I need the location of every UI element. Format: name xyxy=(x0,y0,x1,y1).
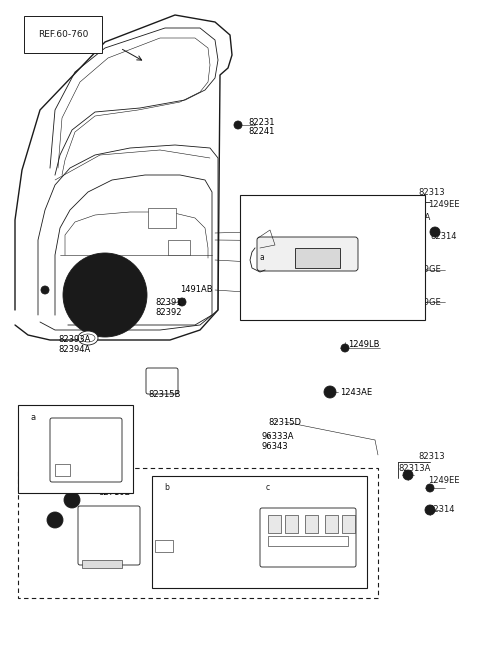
Circle shape xyxy=(260,480,276,496)
FancyBboxPatch shape xyxy=(50,418,122,482)
Circle shape xyxy=(324,386,336,398)
Circle shape xyxy=(64,492,80,508)
Text: 1243AE: 1243AE xyxy=(340,388,372,397)
Text: 82393A: 82393A xyxy=(58,335,90,344)
Text: 96333A: 96333A xyxy=(262,432,295,441)
Bar xyxy=(325,515,338,533)
Circle shape xyxy=(25,410,41,426)
Text: 82231: 82231 xyxy=(248,118,275,127)
Circle shape xyxy=(425,505,435,515)
Text: b: b xyxy=(53,516,58,525)
Text: 1249GE: 1249GE xyxy=(408,298,441,307)
Text: 82353A: 82353A xyxy=(330,255,362,264)
Circle shape xyxy=(60,430,76,446)
Text: 96343: 96343 xyxy=(262,442,288,451)
Text: 82313A: 82313A xyxy=(398,464,431,473)
Text: 82391: 82391 xyxy=(155,298,181,307)
Text: 93570B: 93570B xyxy=(285,488,317,497)
Text: 1491AB: 1491AB xyxy=(180,285,213,294)
Circle shape xyxy=(173,513,217,557)
Text: 82241: 82241 xyxy=(248,127,275,136)
Text: 82720B: 82720B xyxy=(330,244,362,253)
Bar xyxy=(285,515,298,533)
Bar xyxy=(268,536,348,546)
Circle shape xyxy=(234,121,242,129)
Text: a: a xyxy=(30,413,36,422)
Circle shape xyxy=(178,298,186,306)
Text: 1249EE: 1249EE xyxy=(428,476,459,485)
Text: 82318D: 82318D xyxy=(375,224,408,233)
Text: 1249EE: 1249EE xyxy=(428,200,459,209)
Text: 82710B: 82710B xyxy=(98,488,131,497)
Text: 82313: 82313 xyxy=(418,188,444,197)
Text: 1249GE: 1249GE xyxy=(408,265,441,274)
Text: (LH): (LH) xyxy=(42,470,60,479)
FancyBboxPatch shape xyxy=(260,508,356,567)
Circle shape xyxy=(63,253,147,337)
Text: 82301: 82301 xyxy=(248,195,275,204)
Circle shape xyxy=(159,480,175,496)
Text: 82313A: 82313A xyxy=(398,213,431,222)
Circle shape xyxy=(300,207,310,217)
Circle shape xyxy=(63,433,73,443)
Circle shape xyxy=(403,470,413,480)
Circle shape xyxy=(395,265,405,275)
Circle shape xyxy=(381,224,389,232)
Bar xyxy=(268,515,281,533)
Circle shape xyxy=(327,389,333,395)
Text: a: a xyxy=(260,253,264,262)
Circle shape xyxy=(47,512,63,528)
Text: 82363: 82363 xyxy=(330,264,357,273)
Bar xyxy=(82,560,122,568)
Text: 82394A: 82394A xyxy=(58,345,90,354)
Ellipse shape xyxy=(81,334,95,342)
Ellipse shape xyxy=(78,331,98,345)
Circle shape xyxy=(73,263,137,327)
Bar xyxy=(295,248,340,268)
Circle shape xyxy=(180,520,210,550)
Text: 93530: 93530 xyxy=(182,488,208,497)
Text: a: a xyxy=(257,258,262,266)
Bar xyxy=(55,464,70,476)
Circle shape xyxy=(377,220,393,236)
FancyBboxPatch shape xyxy=(257,237,358,271)
Circle shape xyxy=(254,250,270,266)
Text: 82315B: 82315B xyxy=(148,390,180,399)
Circle shape xyxy=(430,227,440,237)
Text: REF.60-760: REF.60-760 xyxy=(38,30,88,39)
Bar xyxy=(240,195,425,320)
Bar xyxy=(342,515,355,533)
Bar xyxy=(152,476,367,588)
Text: 82392: 82392 xyxy=(155,308,181,317)
FancyBboxPatch shape xyxy=(78,506,140,565)
Bar xyxy=(168,240,190,255)
Text: c: c xyxy=(266,483,270,493)
Text: 1249LB: 1249LB xyxy=(348,340,380,349)
Text: c: c xyxy=(70,495,74,504)
Circle shape xyxy=(82,446,94,458)
Circle shape xyxy=(402,212,414,224)
Text: 93575B: 93575B xyxy=(44,405,76,414)
Circle shape xyxy=(93,455,107,469)
FancyBboxPatch shape xyxy=(18,468,378,598)
Bar xyxy=(155,540,173,552)
Circle shape xyxy=(426,484,434,492)
Bar xyxy=(18,405,133,493)
Text: 82302: 82302 xyxy=(248,204,275,213)
Text: b: b xyxy=(165,483,169,493)
Circle shape xyxy=(189,529,201,541)
Bar xyxy=(305,515,318,533)
Circle shape xyxy=(96,458,104,466)
Text: 82314: 82314 xyxy=(428,505,455,514)
Text: 82313: 82313 xyxy=(418,452,444,461)
Circle shape xyxy=(341,344,349,352)
Bar xyxy=(148,208,176,228)
Circle shape xyxy=(395,297,405,307)
Text: 82315D: 82315D xyxy=(268,418,301,427)
Text: 83745: 83745 xyxy=(272,213,299,222)
Circle shape xyxy=(41,286,49,294)
FancyBboxPatch shape xyxy=(146,368,178,394)
Text: 82314: 82314 xyxy=(430,232,456,241)
